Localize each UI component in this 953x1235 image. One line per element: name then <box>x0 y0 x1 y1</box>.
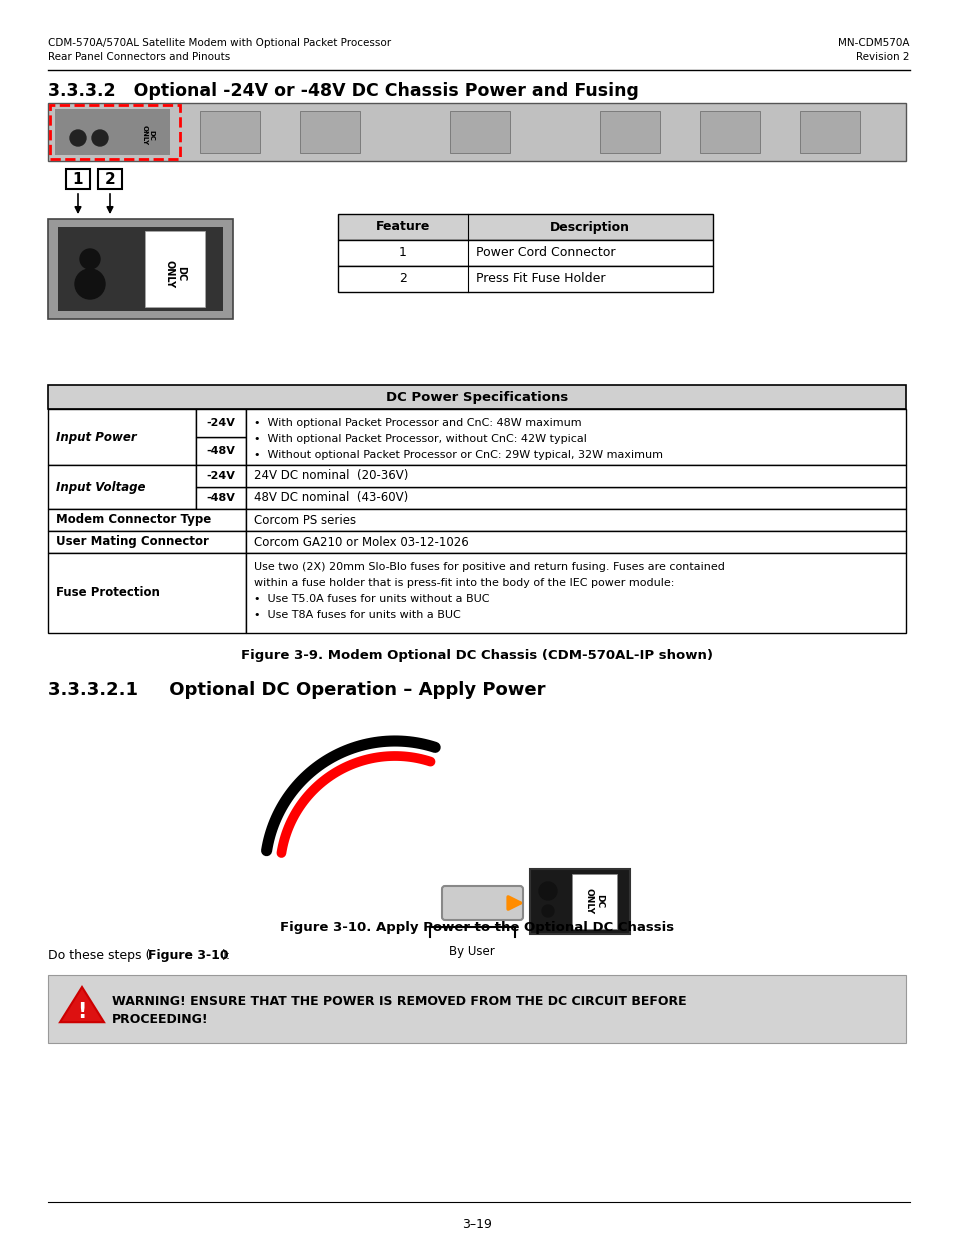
FancyBboxPatch shape <box>246 466 905 487</box>
Text: PROCEEDING!: PROCEEDING! <box>112 1013 209 1026</box>
Text: DC Power Specifications: DC Power Specifications <box>385 390 568 404</box>
FancyBboxPatch shape <box>195 409 246 437</box>
FancyBboxPatch shape <box>299 111 359 153</box>
FancyBboxPatch shape <box>195 437 246 466</box>
Text: !: ! <box>77 1002 87 1023</box>
Text: Do these steps (: Do these steps ( <box>48 948 151 962</box>
Circle shape <box>538 882 557 900</box>
Text: within a fuse holder that is press-fit into the body of the IEC power module:: within a fuse holder that is press-fit i… <box>253 578 674 588</box>
Text: WARNING! ENSURE THAT THE POWER IS REMOVED FROM THE DC CIRCUIT BEFORE: WARNING! ENSURE THAT THE POWER IS REMOVE… <box>112 995 686 1008</box>
Text: ):: ): <box>222 948 231 962</box>
Text: 2: 2 <box>105 172 115 186</box>
FancyBboxPatch shape <box>48 509 246 531</box>
Text: Figure 3-10: Figure 3-10 <box>148 948 229 962</box>
Text: MN-CDM570A: MN-CDM570A <box>838 38 909 48</box>
FancyBboxPatch shape <box>450 111 510 153</box>
Circle shape <box>541 905 554 918</box>
FancyBboxPatch shape <box>48 385 905 409</box>
FancyBboxPatch shape <box>700 111 760 153</box>
Text: By User: By User <box>449 945 495 957</box>
FancyBboxPatch shape <box>246 409 905 466</box>
Circle shape <box>80 249 100 269</box>
Text: -48V: -48V <box>207 493 235 503</box>
FancyBboxPatch shape <box>572 874 617 929</box>
Text: -24V: -24V <box>207 471 235 480</box>
Text: Figure 3-9. Modem Optional DC Chassis (CDM-570AL-IP shown): Figure 3-9. Modem Optional DC Chassis (C… <box>241 650 712 662</box>
FancyBboxPatch shape <box>599 111 659 153</box>
FancyBboxPatch shape <box>55 109 170 156</box>
FancyBboxPatch shape <box>246 509 905 531</box>
Text: 48V DC nominal  (43-60V): 48V DC nominal (43-60V) <box>253 492 408 505</box>
Text: Rear Panel Connectors and Pinouts: Rear Panel Connectors and Pinouts <box>48 52 230 62</box>
Circle shape <box>75 269 105 299</box>
FancyBboxPatch shape <box>58 227 223 311</box>
Text: •  Use T5.0A fuses for units without a BUC: • Use T5.0A fuses for units without a BU… <box>253 594 489 604</box>
FancyBboxPatch shape <box>246 553 905 634</box>
Text: 24V DC nominal  (20-36V): 24V DC nominal (20-36V) <box>253 469 408 483</box>
Text: User Mating Connector: User Mating Connector <box>56 536 209 548</box>
Text: Corcom GA210 or Molex 03-12-1026: Corcom GA210 or Molex 03-12-1026 <box>253 536 468 548</box>
Text: Feature: Feature <box>375 221 430 233</box>
Text: Fuse Protection: Fuse Protection <box>56 587 160 599</box>
Text: Power Cord Connector: Power Cord Connector <box>476 247 615 259</box>
Text: -48V: -48V <box>207 446 235 456</box>
FancyBboxPatch shape <box>48 409 195 466</box>
FancyBboxPatch shape <box>48 974 905 1044</box>
FancyBboxPatch shape <box>195 487 246 509</box>
FancyBboxPatch shape <box>337 240 712 266</box>
Text: Input Voltage: Input Voltage <box>56 480 146 494</box>
Text: 2: 2 <box>398 273 407 285</box>
Text: 3–19: 3–19 <box>461 1218 492 1231</box>
FancyBboxPatch shape <box>48 103 905 161</box>
Circle shape <box>70 130 86 146</box>
Text: DC
ONLY: DC ONLY <box>141 125 154 144</box>
Text: Modem Connector Type: Modem Connector Type <box>56 514 211 526</box>
FancyBboxPatch shape <box>337 266 712 291</box>
Circle shape <box>91 130 108 146</box>
FancyBboxPatch shape <box>98 169 122 189</box>
FancyBboxPatch shape <box>246 487 905 509</box>
Text: DC
ONLY: DC ONLY <box>164 259 186 288</box>
Text: Figure 3-10. Apply Power to the Optional DC Chassis: Figure 3-10. Apply Power to the Optional… <box>279 921 674 934</box>
Text: CDM-570A/570AL Satellite Modem with Optional Packet Processor: CDM-570A/570AL Satellite Modem with Opti… <box>48 38 391 48</box>
Text: Input Power: Input Power <box>56 431 136 443</box>
Text: Use two (2X) 20mm Slo-Blo fuses for positive and return fusing. Fuses are contai: Use two (2X) 20mm Slo-Blo fuses for posi… <box>253 562 724 572</box>
FancyBboxPatch shape <box>66 169 90 189</box>
Text: Description: Description <box>550 221 629 233</box>
Text: •  With optional Packet Processor and CnC: 48W maximum: • With optional Packet Processor and CnC… <box>253 417 581 429</box>
FancyBboxPatch shape <box>200 111 260 153</box>
FancyBboxPatch shape <box>195 466 246 487</box>
Text: Press Fit Fuse Holder: Press Fit Fuse Holder <box>476 273 605 285</box>
Text: DC
ONLY: DC ONLY <box>583 888 603 914</box>
Text: 3.3.3.2   Optional -24V or -48V DC Chassis Power and Fusing: 3.3.3.2 Optional -24V or -48V DC Chassis… <box>48 82 639 100</box>
FancyBboxPatch shape <box>530 869 629 934</box>
FancyBboxPatch shape <box>48 219 233 319</box>
FancyBboxPatch shape <box>48 553 246 634</box>
Text: •  Without optional Packet Processor or CnC: 29W typical, 32W maximum: • Without optional Packet Processor or C… <box>253 450 662 459</box>
Text: 1: 1 <box>398 247 407 259</box>
Text: •  Use T8A fuses for units with a BUC: • Use T8A fuses for units with a BUC <box>253 610 460 620</box>
Text: 3.3.3.2.1     Optional DC Operation – Apply Power: 3.3.3.2.1 Optional DC Operation – Apply … <box>48 680 545 699</box>
FancyBboxPatch shape <box>800 111 859 153</box>
FancyBboxPatch shape <box>441 885 522 920</box>
FancyBboxPatch shape <box>337 214 712 240</box>
Text: Corcom PS series: Corcom PS series <box>253 514 355 526</box>
FancyBboxPatch shape <box>48 466 195 509</box>
FancyBboxPatch shape <box>48 531 246 553</box>
FancyBboxPatch shape <box>246 531 905 553</box>
Text: -24V: -24V <box>207 417 235 429</box>
Polygon shape <box>60 987 104 1023</box>
FancyBboxPatch shape <box>145 231 205 308</box>
Text: •  With optional Packet Processor, without CnC: 42W typical: • With optional Packet Processor, withou… <box>253 433 586 445</box>
Text: Revision 2: Revision 2 <box>856 52 909 62</box>
Text: 1: 1 <box>72 172 83 186</box>
